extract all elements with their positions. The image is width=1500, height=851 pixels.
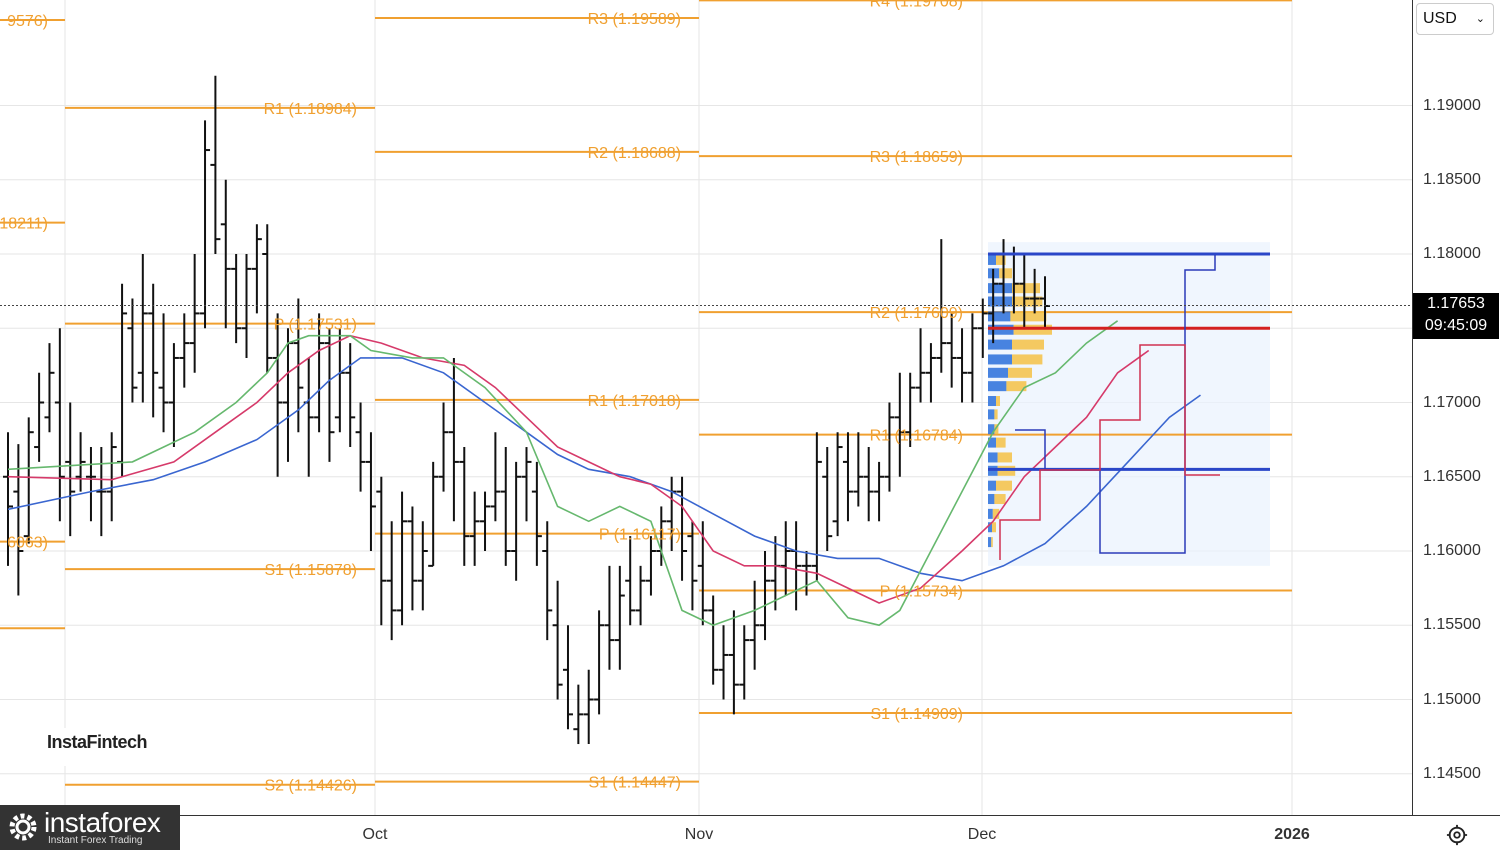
vp-buy-bar: [988, 494, 995, 505]
sma-fast-line: [7, 320, 1119, 627]
price-tick-label: 1.18500: [1423, 170, 1481, 188]
time-tick-label: Oct: [362, 826, 388, 843]
vp-sell-bar: [1012, 354, 1043, 365]
price-tick-label: 1.16000: [1423, 542, 1481, 559]
pivot-label: R4 (1.19708): [870, 0, 963, 10]
pivot-label: R3 (1.19589): [588, 11, 681, 28]
instaforex-logo: instaforex Instant Forex Trading: [0, 805, 180, 850]
brand-name: instaforex: [44, 807, 161, 838]
vp-buy-bar: [988, 339, 1012, 350]
time-tick-label: Nov: [684, 826, 714, 843]
price-tick-label: 1.16500: [1423, 467, 1481, 485]
price-tick-label: 1.15500: [1423, 616, 1481, 634]
vp-buy-bar: [988, 437, 996, 448]
pivot-label: S1 (1.14447): [588, 775, 681, 792]
vp-sell-bar: [994, 424, 999, 435]
vp-buy-bar: [988, 381, 1007, 392]
time-tick-label: 2026: [1274, 826, 1310, 843]
pivot-label: 6063): [7, 535, 48, 552]
vp-buy-bar: [988, 396, 996, 407]
pivot-label: S1 (1.14909): [870, 706, 963, 723]
vp-buy-bar: [988, 424, 995, 435]
pivot-label: R3 (1.18659): [870, 149, 963, 166]
vp-buy-bar: [988, 537, 992, 548]
vp-buy-bar: [988, 409, 995, 420]
price-tick-label: 1.18000: [1423, 245, 1481, 262]
vp-sell-bar: [996, 437, 1006, 448]
current-price-value: 1.17653: [1427, 295, 1485, 312]
vp-sell-bar: [996, 254, 1006, 265]
chevron-down-icon: ⌄: [1475, 13, 1485, 25]
time-axis[interactable]: Oct Nov Dec 2026: [0, 815, 1500, 851]
gear-logo-icon: [9, 813, 37, 841]
pivot-label: S2 (1.14426): [264, 778, 357, 795]
vp-buy-bar: [988, 480, 996, 491]
currency-label: USD: [1423, 10, 1457, 27]
vp-sell-bar: [1012, 339, 1044, 350]
vp-buy-bar: [988, 452, 998, 463]
settings-gear-icon[interactable]: [1446, 824, 1468, 846]
price-chart-area[interactable]: 9576) 18211) 6063) R1 (1.18984) P (1.17531) S…: [0, 0, 1412, 815]
vp-buy-bar: [988, 311, 1011, 322]
vp-sell-bar: [1012, 283, 1040, 294]
pivot-label: P (1.16117): [599, 527, 681, 544]
pivot-label: R1 (1.18984): [264, 101, 357, 118]
vp-sell-bar: [994, 409, 998, 420]
vp-sell-bar: [994, 494, 1006, 505]
vp-sell-bar: [1008, 367, 1032, 378]
vp-buy-bar: [988, 522, 992, 533]
brand-tagline: Instant Forex Trading: [48, 835, 143, 846]
vp-sell-bar: [992, 508, 1000, 519]
vp-sell-bar: [1012, 296, 1043, 307]
vp-buy-bar: [988, 254, 996, 265]
price-tick-label: 1.19000: [1423, 96, 1481, 114]
vp-buy-bar: [988, 296, 1012, 307]
time-tick-label: Dec: [967, 826, 997, 843]
vp-buy-bar: [988, 354, 1012, 365]
vp-sell-bar: [996, 480, 1012, 491]
pivot-label: R2 (1.17609): [870, 305, 963, 322]
bar-countdown: 09:45:09: [1424, 317, 1488, 334]
vp-sell-bar: [1006, 381, 1027, 392]
price-tick-label: 1.14500: [1423, 764, 1481, 782]
vp-sell-bar: [1010, 311, 1047, 322]
pivot-label: P (1.17531): [274, 317, 357, 334]
pivot-label: P (1.15734): [880, 584, 963, 601]
pivot-label: R2 (1.18688): [588, 145, 681, 162]
vp-sell-bar: [997, 452, 1012, 463]
pivot-label: 9576): [7, 13, 48, 30]
sma-slow-line: [7, 357, 1201, 582]
pivot-label: 18211): [0, 216, 48, 233]
pivot-label: S1 (1.15878): [264, 562, 357, 579]
chart-svg: 9576) 18211) 6063) R1 (1.18984) P (1.17531) S…: [0, 0, 1412, 815]
vp-sell-bar: [991, 537, 993, 548]
price-tick-label: 1.17000: [1423, 393, 1481, 411]
vp-sell-bar: [996, 396, 1000, 407]
currency-selector[interactable]: USD ⌄: [1416, 3, 1494, 35]
pivot-label: R1 (1.17018): [588, 393, 681, 410]
instafintech-watermark: InstaFintech: [38, 728, 172, 766]
vp-buy-bar: [988, 508, 993, 519]
current-price-badge: 1.17653 09:45:09: [1413, 293, 1499, 339]
vp-channel-upper: [1015, 255, 1216, 554]
sma-mid-line: [7, 334, 1150, 604]
pivot-label: R1 (1.16784): [870, 428, 963, 445]
price-axis[interactable]: USD ⌄ 1.14500 1.15000 1.15500 1.16000 1.1650…: [1412, 0, 1500, 815]
price-tick-label: 1.15000: [1423, 690, 1481, 708]
vp-sell-bar: [999, 268, 1012, 279]
vp-buy-bar: [988, 367, 1008, 378]
vp-buy-bar: [988, 283, 1012, 294]
vp-channel-lower: [999, 344, 1220, 560]
vp-sell-bar: [992, 522, 996, 533]
